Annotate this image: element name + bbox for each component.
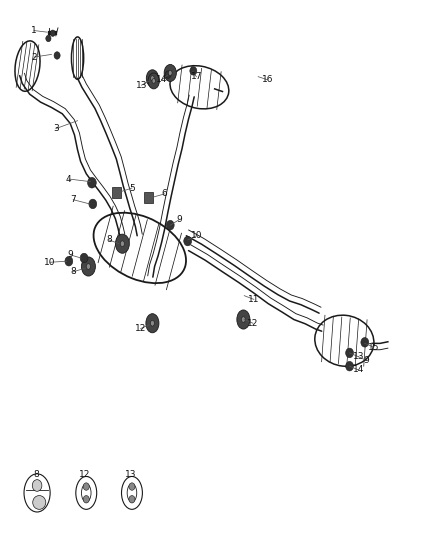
- Text: 12: 12: [135, 324, 146, 333]
- Text: 10: 10: [44, 258, 56, 266]
- Ellipse shape: [151, 76, 154, 81]
- Ellipse shape: [169, 70, 172, 76]
- Text: 12: 12: [79, 471, 91, 479]
- Text: 7: 7: [71, 195, 76, 204]
- Circle shape: [50, 30, 55, 36]
- Text: 13: 13: [136, 80, 147, 90]
- Text: 4: 4: [66, 174, 72, 183]
- Circle shape: [88, 177, 96, 188]
- Ellipse shape: [237, 310, 250, 329]
- Circle shape: [83, 496, 89, 503]
- Text: 14: 14: [353, 366, 364, 374]
- Ellipse shape: [152, 78, 155, 83]
- Ellipse shape: [32, 480, 42, 491]
- Circle shape: [190, 67, 197, 75]
- Text: 6: 6: [162, 189, 167, 198]
- Text: 8: 8: [33, 471, 39, 479]
- Bar: [144, 192, 153, 203]
- Text: 17: 17: [191, 72, 202, 81]
- Text: 2: 2: [31, 53, 37, 62]
- Circle shape: [89, 199, 97, 209]
- Bar: [113, 187, 121, 198]
- Circle shape: [346, 361, 353, 371]
- Text: 13: 13: [125, 471, 137, 479]
- Ellipse shape: [146, 70, 159, 87]
- Text: 1: 1: [31, 26, 37, 35]
- Ellipse shape: [241, 317, 245, 322]
- Text: 10: 10: [191, 231, 202, 240]
- Circle shape: [83, 483, 89, 490]
- Ellipse shape: [164, 64, 177, 82]
- Circle shape: [166, 220, 174, 230]
- Text: 8: 8: [71, 268, 76, 276]
- Text: 14: 14: [156, 75, 167, 84]
- Text: 9: 9: [176, 215, 182, 224]
- Text: 15: 15: [368, 343, 379, 352]
- Circle shape: [346, 348, 353, 358]
- Ellipse shape: [150, 320, 154, 326]
- Circle shape: [54, 52, 60, 59]
- Text: 9: 9: [363, 356, 369, 365]
- Text: 13: 13: [353, 352, 364, 361]
- Text: 16: 16: [262, 75, 273, 84]
- Circle shape: [65, 256, 73, 266]
- Circle shape: [361, 337, 369, 347]
- Text: 5: 5: [129, 183, 135, 192]
- Circle shape: [80, 253, 88, 263]
- Ellipse shape: [33, 496, 46, 510]
- Ellipse shape: [86, 264, 91, 269]
- Ellipse shape: [148, 73, 159, 89]
- Circle shape: [129, 483, 135, 490]
- Ellipse shape: [120, 241, 124, 247]
- Ellipse shape: [81, 257, 95, 276]
- Text: 12: 12: [247, 319, 258, 328]
- Circle shape: [129, 496, 135, 503]
- Ellipse shape: [146, 314, 159, 333]
- Text: 3: 3: [53, 124, 59, 133]
- Ellipse shape: [116, 234, 129, 253]
- Circle shape: [184, 236, 191, 246]
- Circle shape: [165, 71, 171, 78]
- Text: 11: 11: [248, 295, 260, 304]
- Text: 8: 8: [106, 236, 112, 245]
- Text: 9: 9: [67, 251, 73, 260]
- Circle shape: [46, 35, 51, 42]
